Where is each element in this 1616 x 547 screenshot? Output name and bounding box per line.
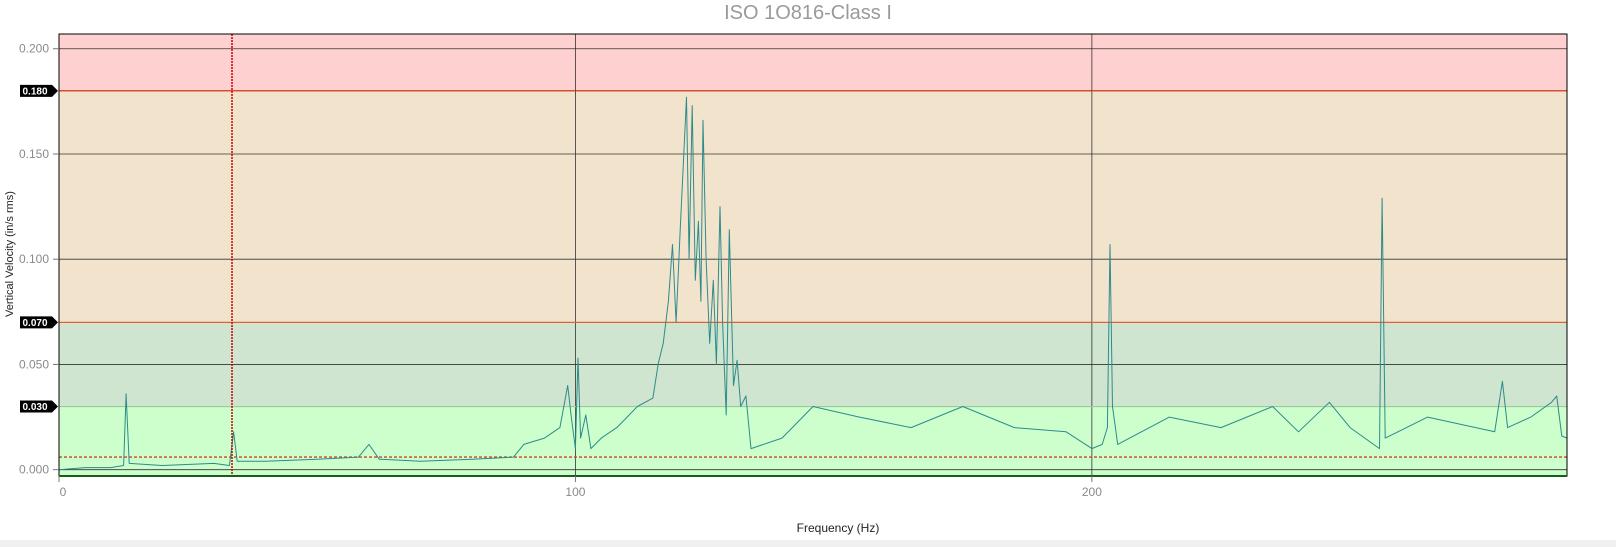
y-tick-label: 0.200 [19, 42, 49, 56]
y-tick-label: 0.050 [19, 357, 49, 371]
x-tick-label: 0 [60, 485, 67, 499]
y-tick-label: 0.150 [19, 147, 49, 161]
threshold-label: 0.030 [22, 402, 47, 413]
threshold-marker: 0.030 [20, 400, 58, 413]
threshold-marker-shape [20, 316, 58, 329]
zone-band [59, 406, 1567, 476]
threshold-marker: 0.070 [20, 316, 58, 329]
bottom-strip [0, 540, 1616, 547]
x-axis-label: Frequency (Hz) [796, 521, 880, 535]
series-line [58, 96, 1568, 471]
threshold-label: 0.180 [22, 86, 47, 97]
y-tick-label: 0.000 [19, 463, 49, 477]
chart-title: ISO 1O816-Class I [724, 2, 892, 24]
y-tick-label: 0.100 [19, 252, 49, 266]
threshold-label: 0.070 [22, 318, 47, 329]
zone-band [59, 90, 1567, 323]
x-tick-label: 200 [1082, 485, 1102, 499]
x-tick-label: 100 [565, 485, 585, 499]
zone-band [59, 34, 1567, 91]
threshold-marker-shape [20, 400, 58, 413]
threshold-marker: 0.180 [20, 84, 58, 97]
threshold-marker-shape [20, 84, 58, 97]
